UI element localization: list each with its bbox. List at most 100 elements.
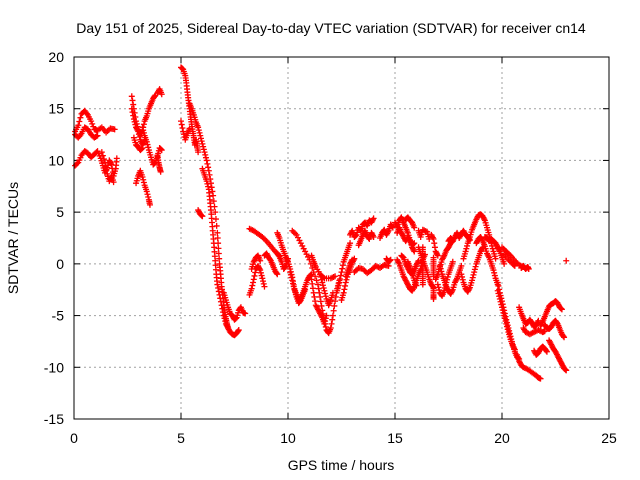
data-point	[347, 240, 354, 247]
data-point	[250, 276, 257, 283]
data-point	[289, 280, 296, 287]
data-point	[340, 289, 347, 296]
data-point	[198, 138, 205, 145]
data-point	[478, 247, 485, 254]
data-point	[219, 305, 226, 312]
data-point	[202, 154, 209, 161]
data-point	[322, 293, 329, 300]
data-point	[492, 255, 499, 262]
data-point	[139, 145, 146, 152]
data-point	[113, 155, 120, 162]
data-point	[273, 270, 280, 277]
data-point	[303, 251, 310, 258]
data-point	[212, 209, 219, 216]
data-point	[485, 253, 492, 260]
data-point	[292, 230, 299, 237]
data-point	[310, 289, 317, 296]
data-point	[503, 320, 510, 327]
data-point	[217, 298, 224, 305]
y-tick-label: 20	[48, 49, 64, 65]
data-point	[561, 334, 568, 341]
data-point	[146, 201, 153, 208]
data-point	[563, 367, 570, 374]
data-point	[225, 324, 232, 331]
data-point	[464, 242, 471, 249]
data-point	[179, 125, 186, 132]
data-point	[537, 375, 544, 382]
data-point	[312, 273, 319, 280]
data-point	[339, 262, 346, 269]
tick-labels: 0 5 10 15 20 25 20 15 10 5 0 -5 -10 -15	[44, 49, 617, 446]
data-point	[140, 176, 147, 183]
data-point	[543, 347, 550, 354]
data-point	[200, 143, 207, 150]
data-point	[444, 273, 451, 280]
data-point	[320, 284, 327, 291]
data-point	[197, 135, 204, 142]
data-point	[471, 269, 478, 276]
data-point	[339, 265, 346, 272]
data-point	[257, 269, 264, 276]
data-point	[497, 298, 504, 305]
data-point	[504, 326, 511, 333]
data-point	[329, 312, 336, 319]
data-point	[94, 132, 101, 139]
data-point	[535, 317, 542, 324]
data-point	[560, 333, 567, 340]
data-point	[210, 198, 217, 205]
data-point	[332, 293, 339, 300]
data-point	[511, 262, 518, 269]
data-point	[434, 252, 441, 259]
data-point	[314, 281, 321, 288]
data-point	[205, 164, 212, 171]
data-point	[502, 318, 509, 325]
data-point	[214, 229, 221, 236]
data-point	[343, 276, 350, 283]
data-point	[419, 281, 426, 288]
data-point	[157, 168, 164, 175]
data-point	[370, 233, 377, 240]
data-point	[293, 231, 300, 238]
data-point	[411, 240, 418, 247]
data-point	[387, 257, 394, 264]
data-point	[459, 276, 466, 283]
data-point	[312, 298, 319, 305]
data-point	[525, 266, 532, 273]
data-point	[323, 312, 330, 319]
data-point	[458, 262, 465, 269]
x-tick-label: 15	[387, 430, 403, 446]
data-point	[331, 302, 338, 309]
data-point	[77, 114, 84, 121]
data-point	[74, 160, 81, 167]
data-point	[158, 147, 165, 154]
data-point	[145, 193, 152, 200]
data-point	[235, 328, 242, 335]
data-point	[138, 145, 145, 152]
data-point	[297, 240, 304, 247]
data-point	[140, 129, 147, 136]
data-point	[337, 272, 344, 279]
data-point	[316, 289, 323, 296]
data-point	[222, 318, 229, 325]
data-point	[491, 272, 498, 279]
data-point	[299, 242, 306, 249]
data-point	[494, 287, 501, 294]
data-point	[102, 163, 109, 170]
data-point	[322, 315, 329, 322]
data-point	[434, 251, 441, 258]
data-point	[318, 272, 325, 279]
data-point	[209, 188, 216, 195]
data-point	[216, 255, 223, 262]
grid-lines	[74, 57, 609, 419]
data-point	[342, 282, 349, 289]
data-point	[328, 320, 335, 327]
data-point	[140, 121, 147, 128]
data-point	[429, 234, 436, 241]
y-tick-label: -10	[44, 359, 64, 375]
data-point	[132, 121, 139, 128]
plot-frame	[73, 56, 610, 420]
data-point	[210, 192, 217, 199]
data-point	[287, 269, 294, 276]
